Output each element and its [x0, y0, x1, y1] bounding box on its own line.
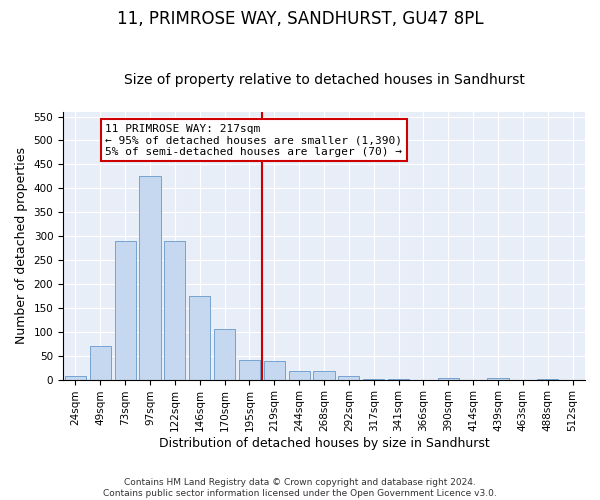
Bar [537, 378, 558, 380]
Bar [487, 378, 509, 380]
Bar [313, 372, 335, 380]
Y-axis label: Number of detached properties: Number of detached properties [15, 147, 28, 344]
Text: Contains HM Land Registry data © Crown copyright and database right 2024.
Contai: Contains HM Land Registry data © Crown c… [103, 478, 497, 498]
Bar [289, 372, 310, 380]
Bar [139, 176, 161, 380]
Title: Size of property relative to detached houses in Sandhurst: Size of property relative to detached ho… [124, 73, 524, 87]
Text: 11, PRIMROSE WAY, SANDHURST, GU47 8PL: 11, PRIMROSE WAY, SANDHURST, GU47 8PL [116, 10, 484, 28]
Bar [363, 378, 384, 380]
Bar [239, 360, 260, 380]
Bar [115, 241, 136, 380]
Bar [189, 296, 210, 380]
Bar [164, 241, 185, 380]
Bar [65, 376, 86, 380]
Bar [388, 378, 409, 380]
Bar [338, 376, 359, 380]
Bar [214, 330, 235, 380]
X-axis label: Distribution of detached houses by size in Sandhurst: Distribution of detached houses by size … [158, 437, 490, 450]
Text: 11 PRIMROSE WAY: 217sqm
← 95% of detached houses are smaller (1,390)
5% of semi-: 11 PRIMROSE WAY: 217sqm ← 95% of detache… [105, 124, 402, 157]
Bar [90, 346, 111, 380]
Bar [264, 362, 285, 380]
Bar [438, 378, 459, 380]
